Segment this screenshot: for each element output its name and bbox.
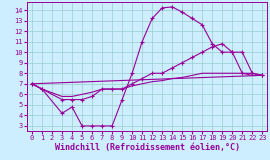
X-axis label: Windchill (Refroidissement éolien,°C): Windchill (Refroidissement éolien,°C): [55, 143, 240, 152]
